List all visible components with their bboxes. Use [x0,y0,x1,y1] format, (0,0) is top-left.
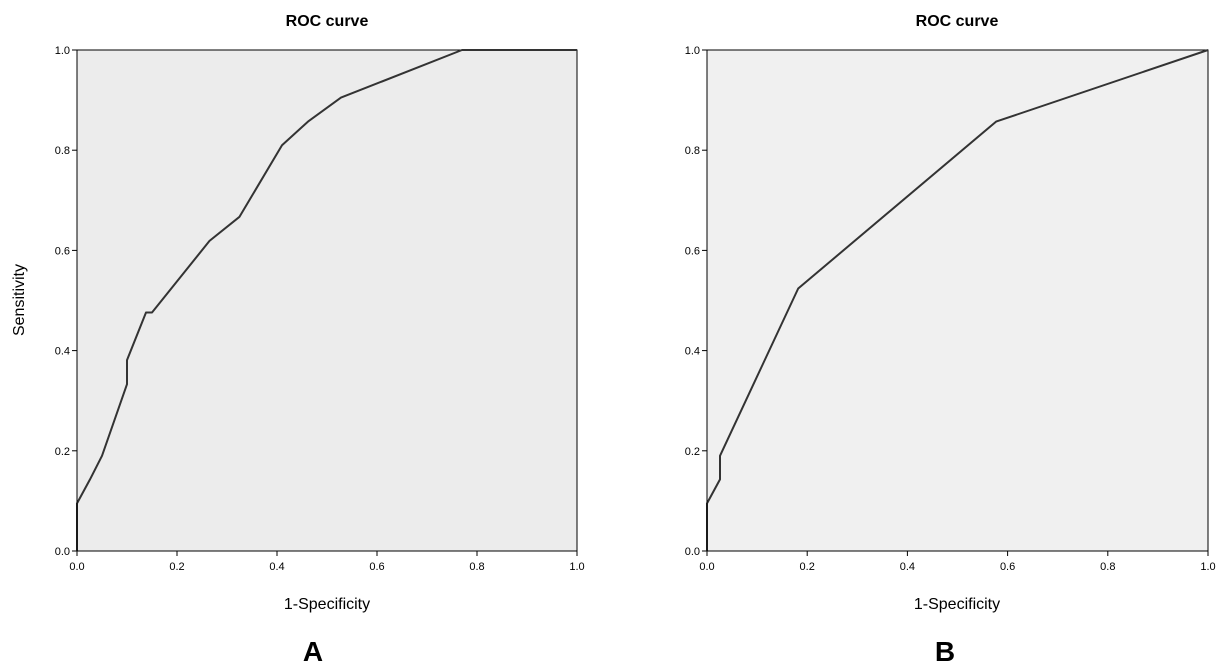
y-tick-label: 0.0 [55,546,70,558]
plot-area-b [706,49,1209,552]
y-tick-label: 0.6 [685,245,700,257]
y-tick-label: 0.2 [685,446,700,458]
x-tick-label: 0.6 [1000,561,1015,573]
y-tick-label: 0.6 [55,245,70,257]
x-tick-label: 0.8 [469,561,484,573]
y-tick-label: 1.0 [55,45,70,57]
y-tick-label: 1.0 [685,45,700,57]
y-tick-label: 0.4 [55,346,70,358]
chart-panel-a: ROC curve 0.00.20.40.60.81.0 0.0 0.2 0.4 0.… [11,13,585,662]
chart-title-b: ROC curve [916,13,999,30]
x-tick-label: 1.0 [569,561,584,573]
roc-curve-line [76,49,577,551]
x-ticks-a: 0.0 0.2 0.4 0.6 0.8 1.0 [69,551,585,573]
y-tick-label: 0.8 [55,145,70,157]
panel-label-b: B [935,636,955,662]
chart-panel-b: ROC curve 0.00.20.40.60.81.0 0.0 0.2 0.4 0.… [685,13,1216,662]
x-tick-label: 0.0 [69,561,84,573]
x-axis-label-a: 1-Specificity [284,596,370,613]
x-tick-label: 0.6 [369,561,384,573]
x-tick-label: 0.8 [1100,561,1115,573]
y-ticks-a: 0.0 0.2 0.4 0.6 0.8 1.0 [55,45,77,558]
x-tick-label: 0.4 [269,561,284,573]
y-tick-label: 0.4 [685,346,700,358]
x-tick-label: 0.2 [800,561,815,573]
x-tick-label: 0.0 [699,561,714,573]
x-tick-label: 0.4 [900,561,915,573]
x-axis-label-b: 1-Specificity [914,596,1000,613]
y-axis-label-a: Sensitivity [11,264,28,336]
y-tick-label: 0.0 [685,546,700,558]
x-tick-label: 0.2 [169,561,184,573]
series-a [76,49,577,551]
y-tick-label: 0.2 [55,446,70,458]
y-ticks-b: 0.0 0.2 0.4 0.6 0.8 1.0 [685,45,707,558]
x-tick-label: 1.0 [1200,561,1215,573]
x-ticks-b: 0.0 0.2 0.4 0.6 0.8 1.0 [699,551,1216,573]
panel-label-a: A [303,636,323,662]
plot-area-a [76,49,578,552]
y-tick-label: 0.8 [685,145,700,157]
chart-title-a: ROC curve [286,13,369,30]
